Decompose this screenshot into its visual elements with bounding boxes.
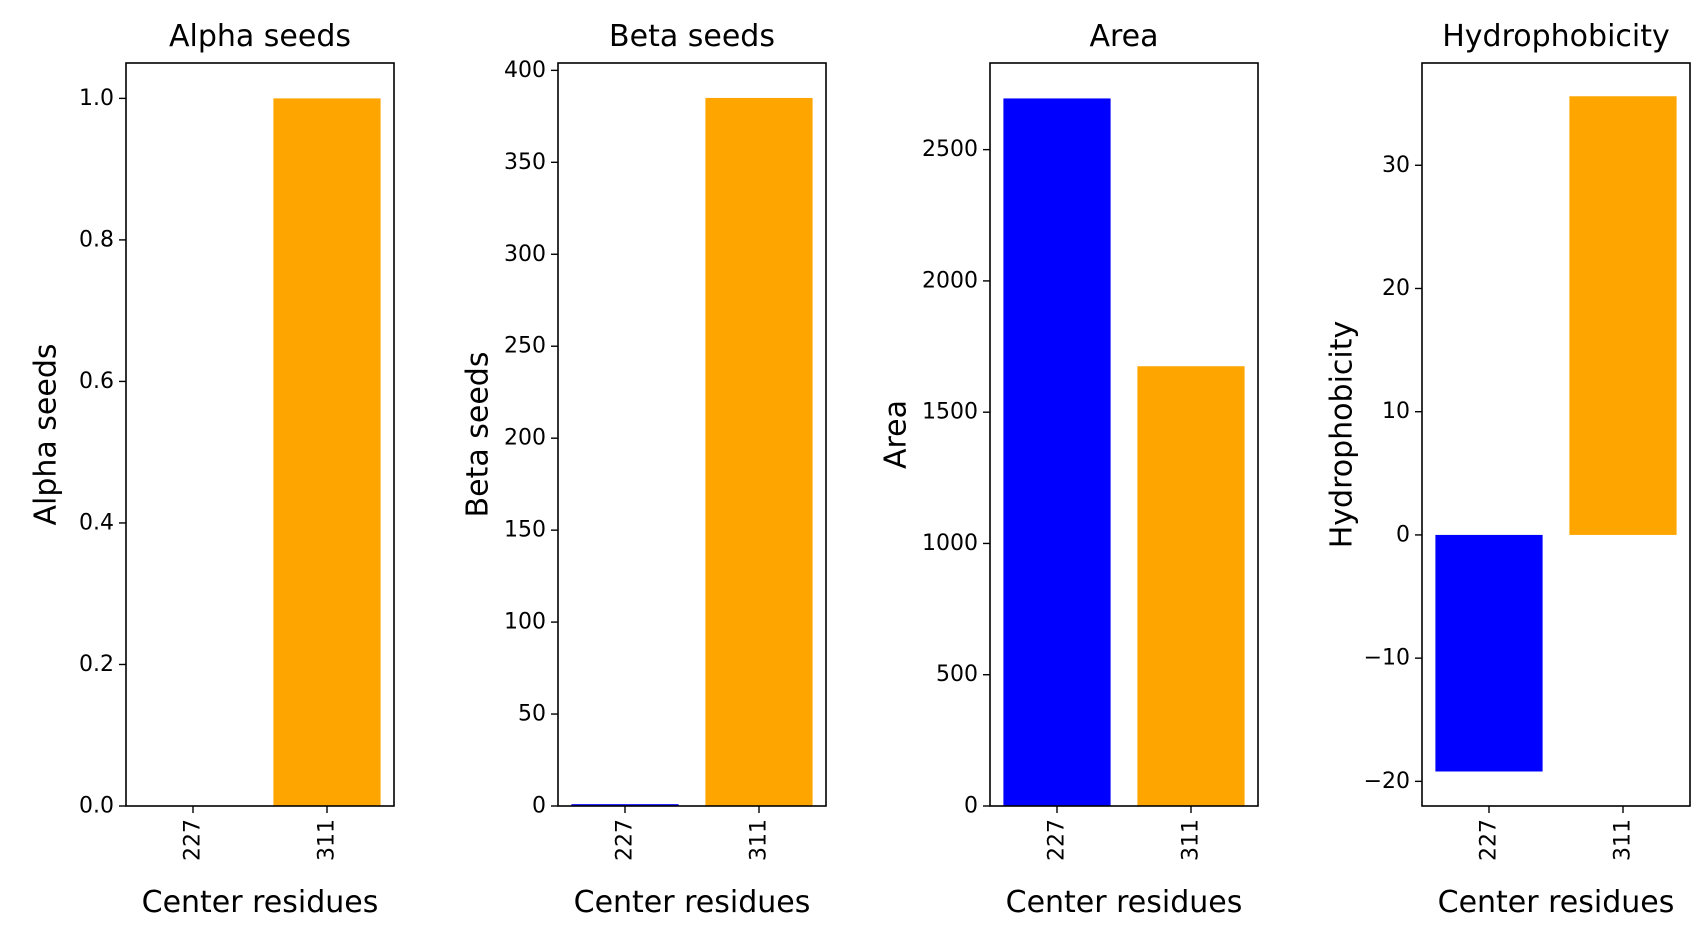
chart-panel-2: 0 50 100 150 200 250 300 350 400 227 311 Beta seeds… [461,19,827,920]
bar-227 [571,804,679,806]
y-tick-label: 150 [504,518,546,543]
x-tick-label: 227 [1045,819,1070,861]
bar-227 [1003,98,1111,806]
y-tick-label: 300 [504,242,546,267]
x-tick-label: 311 [315,819,340,861]
y-tick-label: 250 [504,334,546,359]
y-axis-label: Beta seeds [461,352,496,518]
y-tick-label: 0.6 [79,369,114,394]
bar-227 [1435,534,1543,772]
y-tick-label: 400 [504,58,546,83]
y-tick-label: 1000 [922,531,978,556]
y-tick-label: 20 [1382,276,1410,301]
x-tick-label: 311 [747,819,772,861]
axes-frame [989,62,1259,807]
x-tick-label: 227 [181,819,206,861]
y-tick-label: 0.0 [79,794,114,819]
chart-title: Alpha seeds [169,19,351,54]
y-tick-label: 100 [504,610,546,635]
bar-311 [273,98,381,806]
chart-panel-1: 0.0 0.2 0.4 0.6 0.8 1.0 227 311 Alpha seeds Cente… [29,19,395,920]
bar-311 [1569,96,1677,535]
x-axis-label: Center residues [1006,885,1243,920]
y-tick-label: 30 [1382,153,1410,178]
x-tick-label: 311 [1179,819,1204,861]
y-tick-label: 2500 [922,137,978,162]
y-tick-label: 0.8 [79,227,114,252]
chart-panel-4: −20 −10 0 10 20 30 227 311 Hydrophobicity Center … [1325,19,1691,920]
y-tick-label: 10 [1382,399,1410,424]
chart-title: Beta seeds [609,19,775,54]
y-tick-label: 0.4 [79,510,114,535]
y-tick-label: −20 [1364,769,1410,794]
x-tick-label: 311 [1611,819,1636,861]
y-tick-label: 0.2 [79,652,114,677]
chart-panel-3: 0 500 1000 1500 2000 2500 227 311 Area Center res… [879,19,1259,920]
y-axis-label: Hydrophobicity [1325,321,1360,549]
y-tick-label: 1500 [922,400,978,425]
axes-frame [125,62,395,807]
y-tick-label: 0 [532,794,546,819]
y-tick-label: 350 [504,150,546,175]
y-tick-label: 0 [1396,522,1410,547]
y-tick-label: 0 [964,794,978,819]
chart-title: Area [1089,19,1158,54]
x-axis-label: Center residues [574,885,811,920]
axes-frame [557,62,827,807]
y-tick-label: −10 [1364,646,1410,671]
chart-title: Hydrophobicity [1442,19,1670,54]
x-axis-label: Center residues [1438,885,1675,920]
bar-311 [705,97,813,807]
y-tick-label: 200 [504,426,546,451]
axes-frame [1421,62,1691,807]
y-axis-label: Area [879,400,914,469]
x-tick-label: 227 [613,819,638,861]
y-tick-label: 2000 [922,268,978,293]
bar-311 [1137,366,1245,806]
x-axis-label: Center residues [142,885,379,920]
x-tick-label: 227 [1477,819,1502,861]
y-axis-label: Alpha seeds [29,343,64,525]
y-tick-label: 50 [518,702,546,727]
y-tick-label: 500 [936,662,978,687]
y-tick-label: 1.0 [79,86,114,111]
